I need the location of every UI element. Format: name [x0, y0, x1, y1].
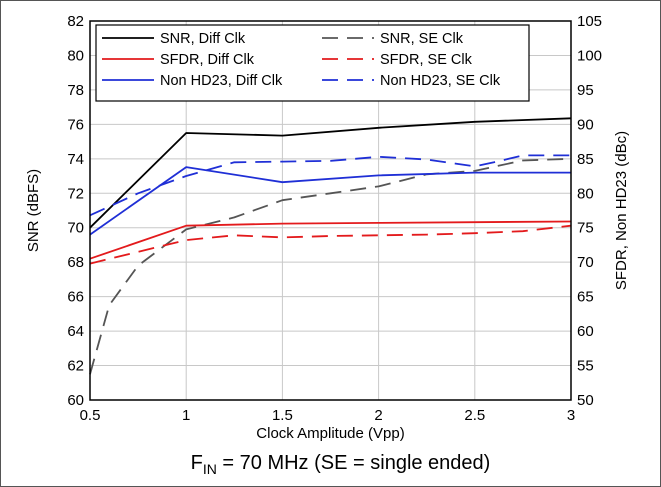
y-left-tick-label: 78 [67, 82, 84, 99]
x-tick-label: 3 [567, 407, 575, 424]
y-left-axis-title: SNR (dBFS) [25, 169, 42, 252]
x-tick-label: 1 [182, 407, 190, 424]
y-right-tick-label: 90 [577, 116, 594, 133]
x-tick-label: 1.5 [272, 407, 293, 424]
caption-subscript: IN [203, 461, 217, 477]
y-right-tick-label: 85 [577, 151, 594, 168]
y-left-tick-label: 72 [67, 185, 84, 202]
y-left-tick-label: 64 [67, 323, 84, 340]
y-right-axis-title: SFDR, Non HD23 (dBc) [613, 131, 630, 290]
y-left-tick-label: 82 [67, 13, 84, 30]
y-left-tick-label: 80 [67, 47, 84, 64]
legend-label: Non HD23, SE Clk [380, 73, 501, 89]
y-right-tick-label: 100 [577, 47, 602, 64]
caption-suffix: = 70 MHz (SE = single ended) [217, 452, 490, 474]
y-right-tick-label: 70 [577, 254, 594, 271]
caption-prefix: F [191, 452, 203, 474]
chart-caption: FIN = 70 MHz (SE = single ended) [191, 452, 491, 477]
y-right-tick-label: 55 [577, 358, 594, 375]
y-left-tick-label: 60 [67, 392, 84, 409]
legend-label: SFDR, SE Clk [380, 52, 473, 68]
legend-label: SFDR, Diff Clk [160, 52, 255, 68]
y-left-tick-label: 74 [67, 151, 84, 168]
y-right-tick-label: 50 [577, 392, 594, 409]
y-left-tick-label: 70 [67, 220, 84, 237]
series-lines [90, 118, 571, 374]
x-tick-label: 2.5 [464, 407, 485, 424]
legend-label: SNR, SE Clk [380, 31, 464, 47]
y-right-tick-label: 105 [577, 13, 602, 30]
y-right-tick-label: 75 [577, 220, 594, 237]
y-right-tick-label: 95 [577, 82, 594, 99]
y-left-tick-label: 66 [67, 289, 84, 306]
legend-label: Non HD23, Diff Clk [160, 73, 283, 89]
x-tick-label: 2 [374, 407, 382, 424]
y-right-tick-label: 65 [577, 289, 594, 306]
series-line-snr-se-clk [90, 159, 571, 374]
series-line-sfdr-se-clk [90, 226, 571, 264]
legend-label: SNR, Diff Clk [160, 31, 246, 47]
y-right-tick-label: 80 [577, 185, 594, 202]
y-left-tick-label: 68 [67, 254, 84, 271]
y-right-tick-label: 60 [577, 323, 594, 340]
series-line-non-hd23-diff-clk [90, 167, 571, 235]
x-tick-label: 0.5 [80, 407, 101, 424]
series-line-non-hd23-se-clk [90, 155, 571, 215]
y-left-tick-label: 76 [67, 116, 84, 133]
legend: SNR, Diff Clk SNR, SE Clk SFDR, Diff Clk SF… [96, 25, 529, 101]
series-line-sfdr-diff-clk [90, 222, 571, 259]
x-axis-title: Clock Amplitude (Vpp) [256, 425, 404, 442]
y-left-tick-label: 62 [67, 358, 84, 375]
